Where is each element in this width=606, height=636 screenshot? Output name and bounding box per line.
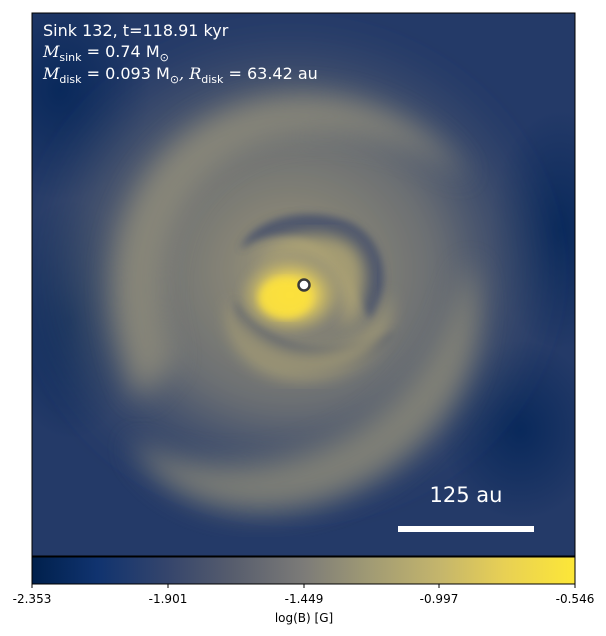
msink-symbol: M [43,42,60,61]
colorbar-ticks [31,584,576,588]
map-frame [31,12,576,557]
rdisk-subscript: disk [201,73,224,87]
msink-value: = 0.74 M [81,42,160,61]
colorbar-tick-label: -0.997 [419,592,459,606]
colorbar-axis-label: log(B) [G] [274,611,334,625]
mdisk-symbol: M [43,64,60,83]
field-map-image [32,13,575,556]
sink-particle-marker [297,278,311,292]
mdisk-subscript: disk [59,73,82,87]
colorbar-tick-label: -0.546 [555,592,595,606]
msink-subscript: sink [59,51,82,65]
scale-bar [398,526,534,532]
scale-bar-label: 125 au [429,483,503,507]
mdisk-sun-symbol: ⊙ [169,73,180,87]
disk-properties-line: Mdisk = 0.093 M⊙, Rdisk = 63.42 au [43,64,318,90]
colorbar-tick-label: -2.353 [12,592,52,606]
mdisk-value: = 0.093 M [81,64,170,83]
rdisk-value: = 63.42 au [223,64,318,83]
colorbar [31,556,576,585]
sink-info-line: Sink 132, t=118.91 kyr [43,21,229,40]
msink-sun-symbol: ⊙ [159,51,169,65]
colorbar-tick-label: -1.449 [284,592,324,606]
sink-mass-line: Msink = 0.74 M⊙ [43,42,169,68]
colorbar-tick-label: -1.901 [148,592,188,606]
rdisk-symbol: , R [179,64,202,83]
